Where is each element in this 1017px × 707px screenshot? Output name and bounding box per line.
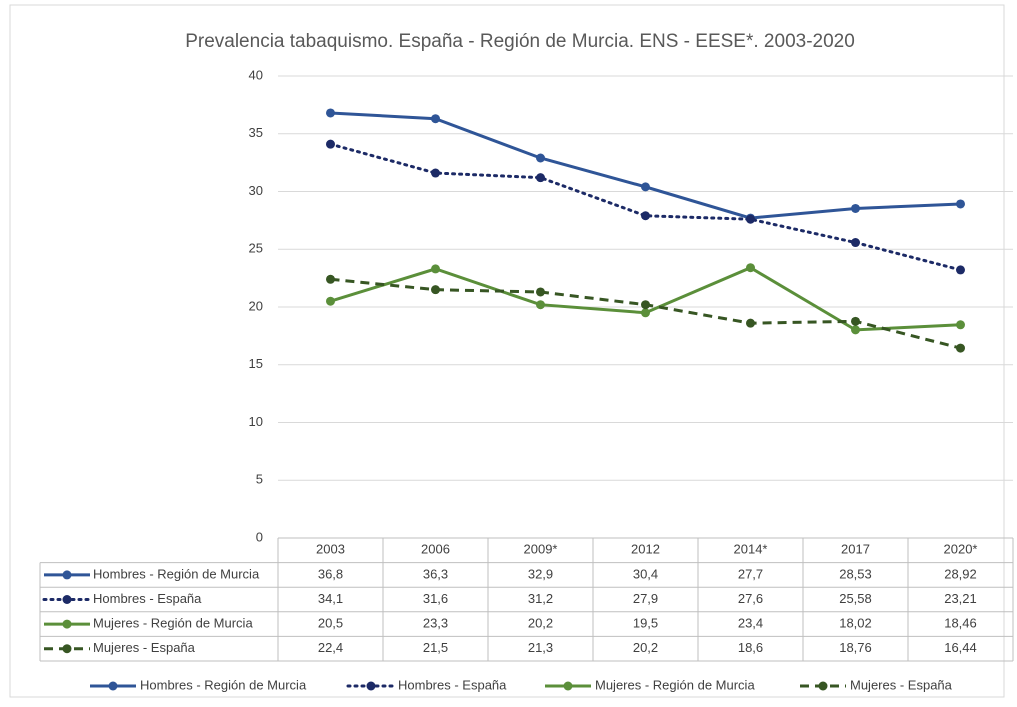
y-tick-label: 40 [249,67,263,82]
legend-marker [563,681,573,691]
data-point [326,296,335,306]
y-tick-label: 10 [249,414,263,429]
data-point [326,139,335,149]
data-point [641,308,650,318]
table-value: 20,2 [633,640,658,655]
data-point [956,199,965,209]
x-tick-label: 2017 [841,542,870,557]
data-point [851,203,860,213]
y-tick-label: 0 [256,529,263,544]
table-value: 20,2 [528,616,553,631]
data-point [431,168,440,178]
y-tick-label: 25 [249,241,263,256]
x-tick-label: 2003 [316,542,345,557]
table-value: 36,3 [423,566,448,581]
legend-marker [366,681,376,691]
data-point [956,265,965,275]
x-tick-label: 2006 [421,542,450,557]
table-value: 27,7 [738,566,763,581]
table-value: 31,2 [528,591,553,606]
data-point [536,173,545,183]
x-tick-label: 2009* [524,542,558,557]
table-value: 36,8 [318,566,343,581]
table-value: 28,53 [839,566,872,581]
y-tick-label: 15 [249,356,263,371]
data-point [431,285,440,295]
table-value: 32,9 [528,566,553,581]
x-tick-label: 2014* [734,542,768,557]
legend-label: Hombres - España [398,677,507,692]
table-value: 18,46 [944,616,977,631]
table-value: 25,58 [839,591,872,606]
table-value: 27,9 [633,591,658,606]
table-value: 21,5 [423,640,448,655]
legend-marker [62,595,72,604]
table-value: 18,76 [839,640,872,655]
data-point [746,318,755,328]
table-value: 30,4 [633,566,658,581]
y-tick-label: 30 [249,183,263,198]
data-point [956,343,965,353]
legend-marker [62,644,72,654]
data-point [641,182,650,192]
data-point [746,263,755,273]
table-value: 23,3 [423,616,448,631]
legend-marker [108,681,118,691]
y-tick-label: 35 [249,125,263,140]
table-series-name: Mujeres - España [93,640,196,655]
x-tick-label: 2012 [631,542,660,557]
data-point [641,300,650,310]
table-value: 34,1 [318,591,343,606]
x-tick-label: 2020* [944,542,978,557]
table-value: 28,92 [944,566,977,581]
data-point [851,325,860,335]
legend-marker [62,570,72,580]
table-value: 27,6 [738,591,763,606]
data-point [326,108,335,118]
data-point [536,287,545,297]
table-value: 18,02 [839,616,872,631]
table-series-name: Hombres - España [93,591,202,606]
table-value: 21,3 [528,640,553,655]
data-point [536,300,545,310]
table-value: 23,4 [738,616,763,631]
table-series-name: Mujeres - Región de Murcia [93,616,253,631]
table-value: 20,5 [318,616,343,631]
chart-border [9,4,1005,698]
table-series-name: Hombres - Región de Murcia [93,566,260,581]
data-point [851,238,860,248]
legend-marker [818,681,828,691]
legend-label: Mujeres - Región de Murcia [595,677,755,692]
table-value: 16,44 [944,640,977,655]
legend-label: Hombres - Región de Murcia [140,677,307,692]
data-point [431,114,440,124]
data-point [641,211,650,221]
data-point [326,274,335,284]
data-point [956,320,965,330]
data-point [746,214,755,224]
data-point [431,264,440,274]
data-point [536,153,545,163]
table-value: 22,4 [318,640,343,655]
chart-title: Prevalencia tabaquismo. España - Región … [185,31,855,52]
legend-label: Mujeres - España [850,677,953,692]
table-value: 31,6 [423,591,448,606]
table-value: 23,21 [944,591,977,606]
y-tick-label: 5 [256,472,263,487]
data-point [851,316,860,326]
y-tick-label: 20 [249,298,263,313]
table-value: 18,6 [738,640,763,655]
table-value: 19,5 [633,616,658,631]
legend-marker [62,619,72,629]
